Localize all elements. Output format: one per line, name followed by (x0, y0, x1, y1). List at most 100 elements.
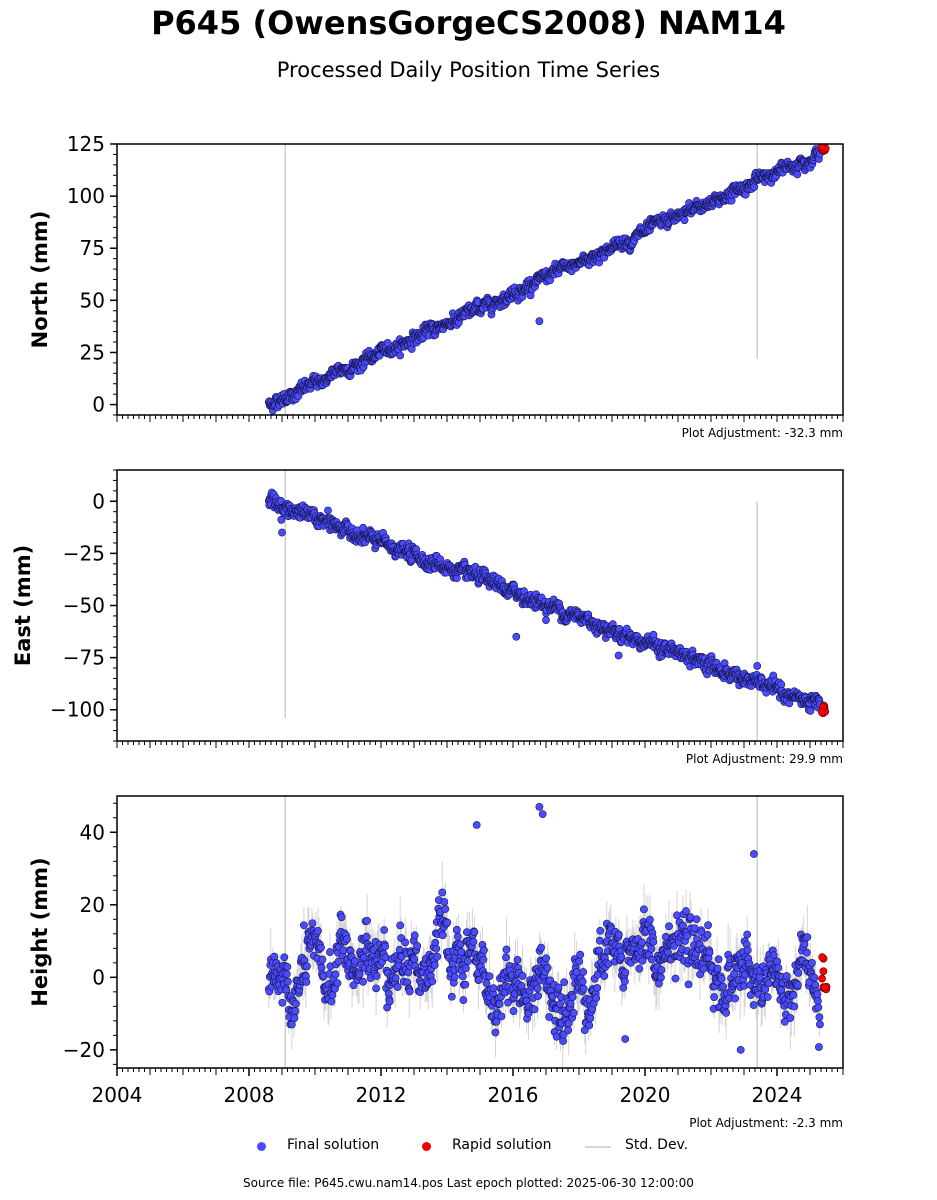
final-point (430, 961, 439, 969)
final-point (363, 916, 371, 925)
final-point (593, 984, 602, 992)
final-point (362, 932, 371, 941)
final-point (572, 968, 581, 977)
final-point (731, 994, 740, 1003)
final-point (318, 955, 327, 964)
y-axis-label: East (mm) (11, 545, 35, 666)
final-point (763, 993, 772, 1001)
final-point (786, 1014, 795, 1022)
final-point (324, 506, 332, 515)
outlier-point (278, 528, 286, 537)
final-point (692, 915, 701, 924)
final-point (485, 972, 494, 981)
final-point (459, 996, 468, 1004)
final-point (696, 970, 704, 979)
final-point (585, 1021, 594, 1030)
y-tick-label: −75 (63, 646, 105, 670)
y-tick-label: 20 (80, 893, 105, 917)
final-point (814, 1003, 823, 1012)
final-point (545, 1013, 554, 1021)
final-point (679, 921, 687, 930)
final-point (359, 523, 367, 532)
y-tick-label: 0 (92, 489, 105, 513)
final-point (699, 964, 708, 973)
final-point (717, 974, 726, 983)
final-point (690, 924, 699, 933)
final-point (684, 980, 693, 989)
outlier-point (512, 632, 521, 641)
final-point (317, 943, 325, 952)
final-point (300, 921, 308, 930)
final-point (793, 981, 802, 989)
final-point (586, 1014, 595, 1023)
x-tick-label: 2012 (356, 1083, 407, 1107)
final-point (680, 216, 689, 225)
final-point (617, 952, 626, 961)
final-point (381, 942, 390, 951)
final-point (270, 952, 279, 961)
y-tick-label: −50 (63, 594, 105, 618)
x-tick-label: 2024 (752, 1083, 803, 1107)
plot-frame (116, 469, 844, 742)
final-point (806, 706, 815, 715)
final-point (714, 955, 723, 964)
final-point (278, 998, 287, 1007)
final-point (815, 1013, 824, 1022)
final-point (554, 983, 563, 992)
final-point (722, 1008, 731, 1017)
final-point (704, 921, 712, 930)
final-point (810, 973, 819, 982)
x-tick-label: 2004 (92, 1083, 143, 1107)
final-point (769, 951, 778, 960)
final-point (579, 968, 588, 976)
final-point (497, 1012, 506, 1021)
final-point (556, 1000, 565, 1009)
final-point (463, 957, 472, 966)
final-point (291, 999, 300, 1008)
final-point (482, 979, 491, 988)
final-point (452, 925, 461, 934)
chart-title: P645 (OwensGorgeCS2008) NAM14 (151, 4, 786, 42)
final-point (283, 963, 292, 971)
plot-adjustment: Plot Adjustment: -32.3 mm (682, 426, 843, 440)
final-point (789, 991, 798, 1000)
final-point (657, 973, 665, 982)
y-tick-label: 75 (80, 236, 105, 260)
final-point (683, 932, 691, 940)
final-point (314, 926, 322, 935)
final-point (710, 993, 718, 1001)
final-point (671, 974, 680, 983)
y-tick-label: −100 (50, 698, 105, 722)
final-point (441, 905, 450, 913)
final-point (761, 985, 770, 994)
outlier-point (535, 802, 544, 811)
final-point (396, 351, 405, 360)
final-point (380, 926, 389, 934)
rapid-point (820, 983, 829, 992)
final-point (518, 972, 527, 980)
final-point (457, 947, 466, 956)
final-point (491, 1028, 500, 1037)
final-point (604, 959, 613, 968)
outlier-point (542, 616, 550, 624)
final-point (713, 964, 722, 973)
final-point (596, 926, 605, 935)
data-points (264, 144, 830, 415)
final-point (328, 991, 337, 1000)
final-point (534, 992, 542, 1000)
final-point (291, 1007, 300, 1015)
x-tick-label: 2016 (488, 1083, 539, 1107)
final-point (782, 972, 791, 980)
y-tick-label: 0 (92, 393, 105, 417)
final-point (537, 943, 545, 952)
final-point (308, 919, 317, 928)
final-point (283, 977, 292, 986)
final-point (327, 997, 336, 1006)
final-point (290, 1014, 299, 1023)
outlier-point (535, 317, 544, 326)
final-point (447, 992, 456, 1001)
final-point (401, 938, 410, 947)
data-points (264, 802, 831, 1067)
outlier-point (472, 821, 481, 829)
